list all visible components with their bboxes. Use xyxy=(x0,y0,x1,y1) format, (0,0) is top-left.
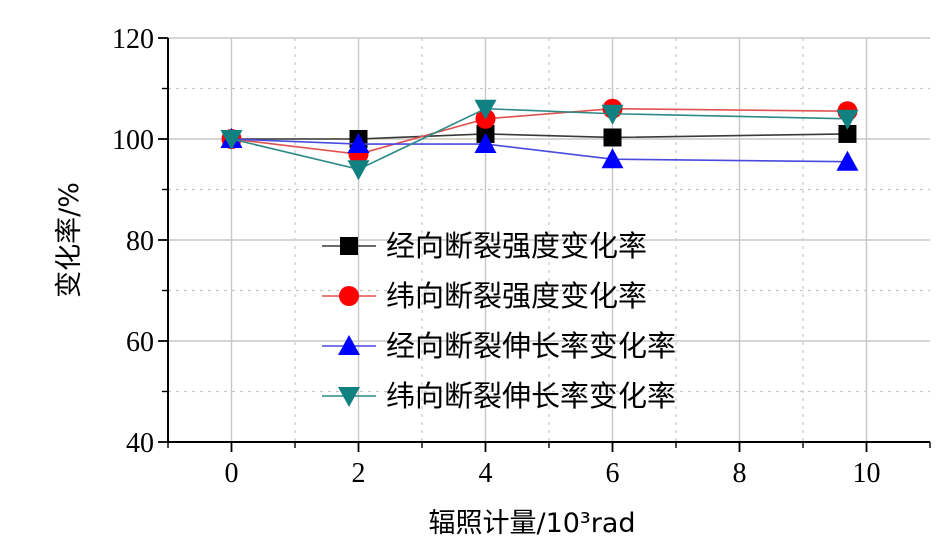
x-tick-label: 0 xyxy=(225,458,239,489)
series-line xyxy=(231,107,848,155)
x-tick-label: 6 xyxy=(606,458,620,489)
data-point xyxy=(601,148,624,169)
x-axis-title: 辐照计量/10³rad xyxy=(428,508,635,539)
data-point xyxy=(836,150,859,171)
legend-label: 纬向断裂伸长率变化率 xyxy=(386,379,676,413)
series-1 xyxy=(222,124,857,148)
y-tick-label: 120 xyxy=(112,24,154,55)
series-line xyxy=(231,133,848,140)
data-point xyxy=(603,128,622,147)
series-2 xyxy=(221,98,858,165)
y-tick-label: 100 xyxy=(112,125,154,156)
legend-marker xyxy=(339,286,359,306)
legend-item: 经向断裂伸长率变化率 xyxy=(322,329,676,363)
legend-label: 纬向断裂强度变化率 xyxy=(386,279,647,313)
y-tick-label: 60 xyxy=(126,327,154,358)
data-point xyxy=(220,130,243,150)
axes: 0 2 4 6 8 10 40 60 80 100 120 xyxy=(112,24,931,489)
y-tick-label: 40 xyxy=(126,428,154,459)
legend-marker xyxy=(338,335,360,355)
series-4 xyxy=(220,99,859,181)
y-tick-label: 80 xyxy=(126,226,154,257)
y-axis-title: 变化率/% xyxy=(54,182,85,298)
x-tick-label: 8 xyxy=(733,458,747,489)
data-point xyxy=(347,133,370,154)
legend-item: 纬向断裂伸长率变化率 xyxy=(322,379,676,413)
x-tick-label: 4 xyxy=(479,458,493,489)
data-point xyxy=(474,133,497,154)
x-tick-label: 10 xyxy=(853,458,881,489)
data-point xyxy=(601,104,624,125)
series xyxy=(220,98,859,181)
data-point xyxy=(836,109,859,130)
legend-marker xyxy=(338,387,360,407)
legend-item: 纬向断裂强度变化率 xyxy=(322,279,647,313)
legend-marker xyxy=(340,237,358,255)
legend-label: 经向断裂伸长率变化率 xyxy=(386,329,676,363)
x-tick-label: 2 xyxy=(352,458,366,489)
legend-item: 经向断裂强度变化率 xyxy=(322,229,647,263)
data-point xyxy=(474,99,497,120)
grid xyxy=(168,37,930,442)
data-point xyxy=(347,160,370,181)
data-point xyxy=(838,124,857,143)
legend-label: 经向断裂强度变化率 xyxy=(386,229,647,263)
